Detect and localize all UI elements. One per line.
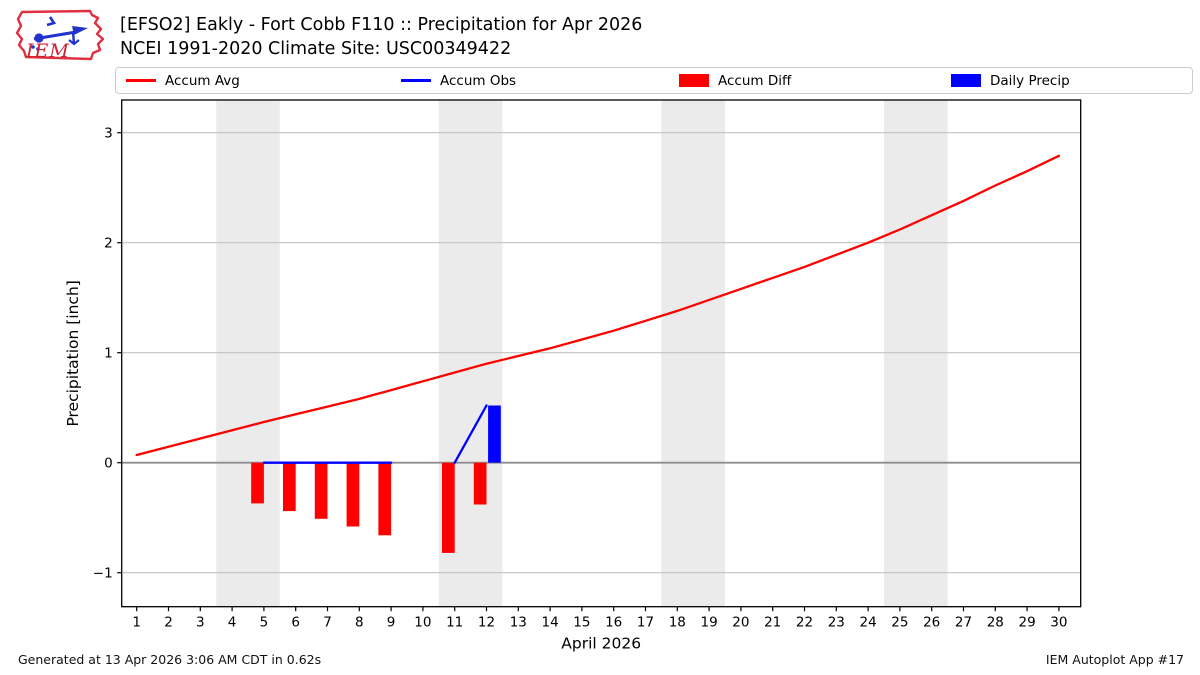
legend-item-daily-precip: Daily Precip: [951, 68, 1070, 93]
x-tick-label: 16: [605, 615, 622, 631]
x-tick-label: 25: [891, 615, 908, 631]
x-tick-label: 23: [828, 615, 845, 631]
y-axis-title: Precipitation [inch]: [64, 280, 82, 426]
weekend-band: [884, 100, 948, 607]
x-axis-title: April 2026: [561, 635, 641, 653]
legend-label: Accum Obs: [440, 72, 517, 89]
legend-item-accum-obs: Accum Obs: [401, 68, 516, 93]
legend-item-accum-diff: Accum Diff: [679, 68, 791, 93]
legend-item-accum-avg: Accum Avg: [126, 68, 240, 93]
accum-avg-line: [135, 154, 1061, 457]
chart-subtitle: NCEI 1991-2020 Climate Site: USC00349422: [120, 39, 512, 59]
plot-frame: [121, 99, 1082, 608]
accum-diff-bar: [346, 462, 360, 527]
x-tick-label: 21: [764, 615, 781, 631]
x-tick-label: 24: [860, 615, 877, 631]
x-tick-label: 29: [1019, 615, 1036, 631]
x-tick-label: 13: [510, 615, 527, 631]
x-tick-label: 2: [164, 615, 173, 631]
y-tick-label: 0: [104, 456, 113, 472]
x-tick-label: 26: [923, 615, 940, 631]
iem-logo: IEM: [15, 9, 105, 62]
legend: Accum Avg Accum Obs Accum Diff Daily Pre…: [115, 67, 1193, 94]
accum-diff-bar: [378, 462, 392, 536]
weather-station-icon: [31, 16, 88, 51]
x-tick-label: 1: [132, 615, 141, 631]
x-tick-label: 7: [323, 615, 332, 631]
legend-label: Accum Diff: [718, 72, 792, 89]
y-tick-label: −1: [93, 566, 113, 582]
x-tick-label: 4: [228, 615, 237, 631]
x-tick-label: 6: [291, 615, 300, 631]
accum-diff-bar: [251, 462, 264, 504]
x-tick-label: 8: [355, 615, 364, 631]
daily-precip-rect-swatch-icon: [951, 74, 981, 87]
x-tick-label: 28: [987, 615, 1004, 631]
accum-obs-line: [453, 404, 488, 464]
weekend-band: [216, 100, 280, 607]
daily-precip-bar: [488, 405, 501, 463]
chart-title: [EFSO2] Eakly - Fort Cobb F110 :: Precip…: [120, 15, 643, 35]
x-tick-label: 15: [573, 615, 590, 631]
accum-diff-bar: [314, 462, 328, 519]
x-tick-label: 10: [414, 615, 431, 631]
x-tick-label: 5: [260, 615, 269, 631]
legend-label: Accum Avg: [165, 72, 240, 89]
chart-header: [EFSO2] Eakly - Fort Cobb F110 :: Precip…: [120, 13, 642, 61]
x-tick-label: 9: [387, 615, 396, 631]
x-tick-label: 22: [796, 615, 813, 631]
generated-at-text: Generated at 13 Apr 2026 3:06 AM CDT in …: [18, 652, 322, 667]
app-credit-text: IEM Autoplot App #17: [1045, 652, 1184, 667]
x-tick-label: 3: [196, 615, 205, 631]
legend-label: Daily Precip: [990, 72, 1070, 89]
x-tick-label: 14: [542, 615, 559, 631]
x-tick-label: 19: [701, 615, 718, 631]
y-tick-label: 3: [104, 126, 113, 142]
x-tick-label: 27: [955, 615, 972, 631]
logo-text: IEM: [25, 40, 70, 62]
accum-diff-bar: [473, 462, 487, 505]
x-tick-label: 18: [669, 615, 686, 631]
weekend-band: [661, 100, 725, 607]
accum-diff-bar: [441, 462, 455, 553]
x-tick-label: 11: [446, 615, 463, 631]
x-tick-label: 17: [637, 615, 654, 631]
x-tick-label: 30: [1050, 615, 1067, 631]
accum-diff-rect-swatch-icon: [679, 74, 709, 87]
y-tick-label: 2: [104, 236, 113, 252]
y-tick-label: 1: [104, 346, 113, 362]
x-tick-label: 12: [478, 615, 495, 631]
accum-avg-line-swatch-icon: [126, 79, 156, 82]
accum-diff-bar: [282, 462, 296, 512]
x-tick-label: 20: [732, 615, 749, 631]
accum-obs-line-swatch-icon: [401, 79, 431, 82]
